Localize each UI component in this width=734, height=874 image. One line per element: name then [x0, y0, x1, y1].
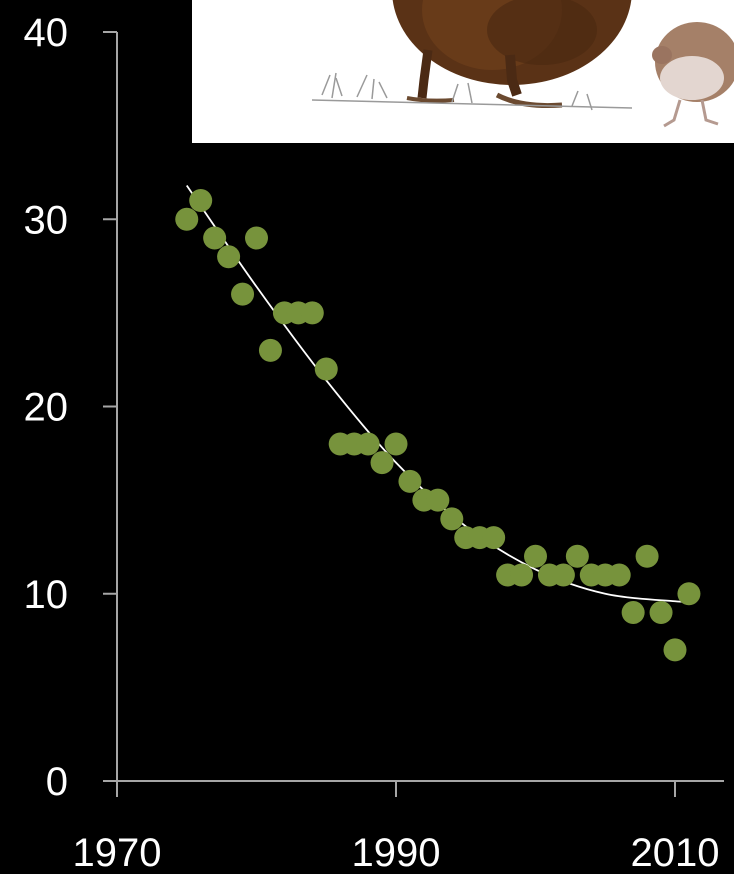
data-point — [217, 245, 241, 269]
data-point — [245, 226, 268, 250]
data-point — [398, 469, 422, 493]
grass — [311, 72, 633, 111]
data-point — [524, 544, 547, 568]
data-point — [203, 226, 227, 250]
y-tick-label: 40 — [24, 11, 69, 55]
data-point — [551, 563, 575, 587]
bird-illustration — [311, 0, 734, 128]
data-point — [356, 432, 380, 456]
data-point — [426, 488, 450, 512]
data-point — [370, 451, 394, 475]
data-point — [314, 357, 338, 381]
y-tick-label: 0 — [46, 760, 68, 804]
x-tick-label: 2010 — [631, 831, 720, 874]
x-tick-label: 1990 — [352, 831, 441, 874]
y-tick-label: 30 — [24, 198, 69, 242]
x-tick-label: 1970 — [73, 831, 162, 874]
data-point — [649, 600, 673, 624]
trend-line — [186, 185, 690, 603]
data-point — [565, 544, 589, 568]
data-point — [677, 582, 701, 606]
data-point — [300, 301, 324, 325]
data-point — [258, 338, 282, 362]
data-point — [482, 526, 506, 550]
data-point — [231, 282, 255, 306]
data-point — [510, 563, 534, 587]
data-point — [621, 600, 645, 624]
bird-illustration-inset — [192, 0, 734, 143]
data-point — [384, 432, 408, 456]
y-tick-label: 20 — [24, 386, 69, 430]
data-point — [663, 638, 687, 662]
data-point — [607, 563, 631, 587]
y-tick-label: 10 — [24, 573, 69, 617]
data-point — [175, 207, 199, 231]
data-point — [635, 544, 659, 568]
data-point — [189, 189, 213, 213]
data-point — [440, 507, 464, 531]
